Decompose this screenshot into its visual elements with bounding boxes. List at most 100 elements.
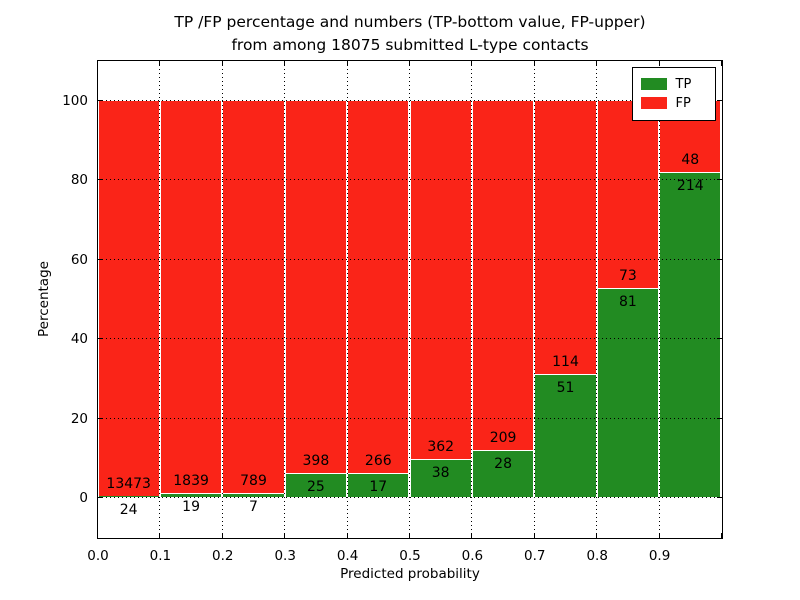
x-tick-mark	[346, 532, 348, 538]
x-tick-mark	[721, 532, 722, 538]
legend-swatch-tp	[640, 78, 667, 90]
x-tick-mark-top	[409, 60, 410, 66]
bar-segment-tp	[285, 473, 347, 497]
y-tick-mark	[97, 258, 103, 260]
legend-entry-tp: TP	[640, 76, 715, 93]
y-tick-mark	[97, 179, 103, 181]
gridline-horizontal	[97, 497, 722, 499]
x-tick-mark	[221, 532, 223, 538]
bar-label-fp: 13473	[106, 476, 151, 493]
bar-label-tp: 7	[249, 499, 258, 516]
x-tick-mark	[596, 532, 598, 538]
bar-segment-tp	[223, 493, 284, 497]
gridline-horizontal	[97, 338, 722, 340]
gridline-vertical	[159, 60, 161, 538]
bar-segment-tp	[410, 459, 471, 497]
gridline-horizontal	[97, 99, 722, 101]
x-tick-mark	[533, 532, 535, 538]
y-axis-label: Percentage	[36, 261, 52, 337]
gridline-horizontal	[97, 258, 722, 260]
x-tick-label: 0.8	[586, 548, 608, 564]
legend-swatch-fp	[640, 97, 667, 109]
x-tick-label: 0.0	[87, 548, 109, 564]
bar-label-fp: 73	[618, 267, 637, 284]
y-tick-mark-right	[716, 338, 722, 340]
x-tick-label: 0.2	[212, 548, 234, 564]
bar-segment-tp	[98, 496, 159, 497]
x-tick-mark	[159, 532, 161, 538]
bar-label-tp: 51	[556, 379, 575, 396]
bar-column	[159, 100, 223, 498]
bar-column	[409, 100, 472, 498]
gridline-vertical	[409, 60, 410, 538]
x-tick-mark-top	[471, 60, 473, 66]
x-tick-mark-top	[658, 60, 660, 66]
x-tick-mark	[658, 532, 660, 538]
x-tick-label: 0.7	[524, 548, 546, 564]
y-tick-mark-right	[716, 179, 722, 181]
y-tick-label: 40	[70, 331, 88, 348]
x-tick-label: 0.9	[648, 548, 671, 564]
x-tick-label: 0.5	[399, 548, 421, 564]
gridline-vertical	[284, 60, 286, 538]
bar-segment-tp	[597, 287, 659, 497]
chart-title-line2: from among 18075 submitted L-type contac…	[231, 35, 589, 54]
bar-column	[659, 100, 722, 498]
legend-entry-fp: FP	[640, 95, 715, 112]
gridline-horizontal	[97, 179, 722, 181]
y-tick-mark-right	[716, 497, 722, 499]
y-tick-mark	[97, 99, 103, 101]
bar-column	[596, 100, 660, 498]
bar-segment-tp	[160, 492, 222, 497]
x-tick-label: 0.1	[149, 548, 172, 564]
bar-column	[97, 100, 160, 498]
bar-label-fp: 266	[364, 452, 392, 469]
x-tick-mark	[409, 532, 410, 538]
y-tick-mark-right	[716, 99, 722, 101]
legend-label-fp: FP	[675, 95, 691, 111]
gridline-vertical	[346, 60, 348, 538]
bar-label-fp: 114	[552, 353, 579, 370]
y-tick-label: 60	[70, 251, 88, 268]
y-tick-mark-right	[716, 258, 722, 260]
y-tick-mark	[97, 338, 103, 340]
x-tick-mark-top	[97, 60, 98, 66]
bar-label-tp: 24	[119, 502, 138, 519]
legend: TP FP	[631, 66, 716, 121]
x-axis-label: Predicted probability	[340, 566, 480, 582]
gridline-vertical	[596, 60, 598, 538]
y-tick-label: 80	[70, 172, 88, 189]
x-tick-mark	[97, 532, 98, 538]
x-tick-mark-top	[159, 60, 161, 66]
bar-label-fp: 209	[489, 429, 517, 446]
x-tick-mark-top	[284, 60, 286, 66]
y-tick-label: 20	[70, 410, 88, 427]
x-tick-label: 0.6	[461, 548, 484, 564]
y-tick-label: 0	[79, 490, 88, 507]
bar-label-fp: 1839	[173, 472, 209, 489]
bar-segment-tp	[660, 172, 721, 497]
bar-column	[222, 100, 285, 498]
bar-label-tp: 19	[182, 498, 201, 515]
bar-label-fp: 48	[681, 152, 700, 169]
bar-label-fp: 789	[240, 473, 267, 490]
bar-label-tp: 214	[676, 178, 704, 195]
y-tick-mark	[97, 417, 103, 419]
bar-label-tp: 17	[369, 478, 388, 495]
y-tick-mark	[97, 497, 103, 499]
gridline-vertical	[658, 60, 660, 538]
bar-label-tp: 28	[494, 455, 513, 472]
plot-area: 13473 24 1839 19 789 7 398 25 266 17 362 38 209 28 114…	[96, 59, 723, 539]
x-tick-mark-top	[533, 60, 535, 66]
bar-label-fp: 362	[427, 438, 455, 455]
x-tick-mark	[284, 532, 286, 538]
x-tick-mark-top	[721, 60, 722, 66]
bar-label-tp: 25	[306, 479, 325, 496]
gridline-vertical	[471, 60, 473, 538]
bar-label-tp: 81	[618, 293, 637, 310]
bar-segment-tp	[472, 449, 534, 497]
x-tick-label: 0.4	[336, 548, 359, 564]
bar-label-fp: 398	[302, 453, 330, 470]
x-tick-mark-top	[596, 60, 598, 66]
